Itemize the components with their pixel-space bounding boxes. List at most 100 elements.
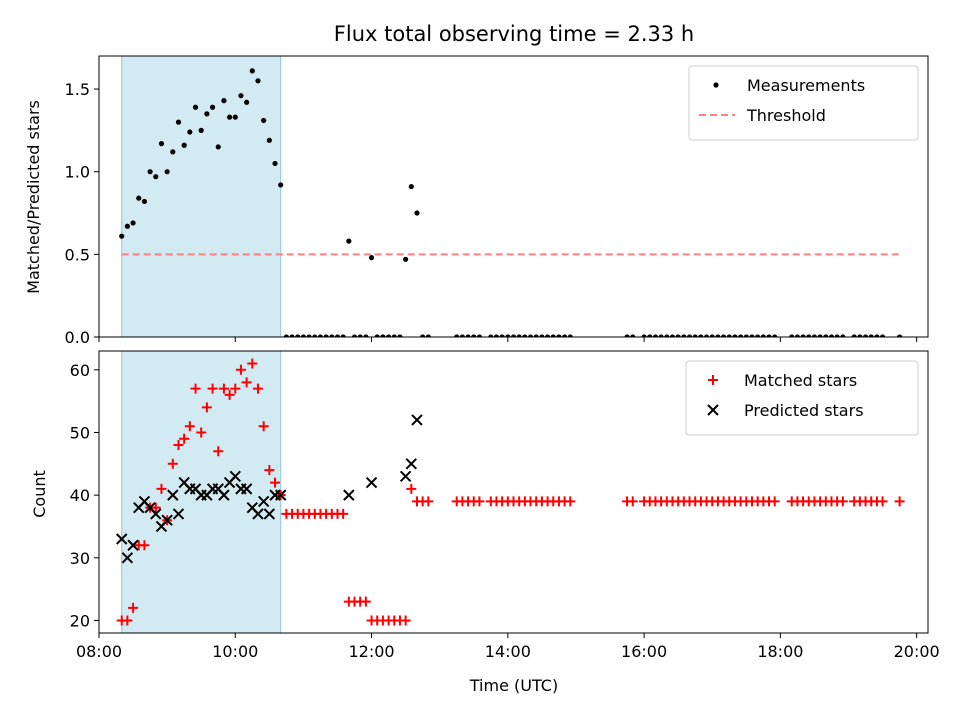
measurement-point [368, 255, 375, 261]
measurement-point [425, 334, 431, 337]
legend: Matched stars Predicted stars [685, 360, 919, 436]
measurement-point [420, 334, 426, 337]
matched-star-point [565, 496, 576, 507]
matched-star-point [360, 596, 371, 607]
predicted-star-point [150, 508, 162, 520]
y-tick-label: 50 [70, 423, 90, 442]
y-tick-label: 20 [70, 611, 90, 630]
data-marks [116, 358, 905, 626]
measurement-point [794, 334, 801, 337]
measurement-point [289, 334, 295, 337]
measurement-point [493, 334, 500, 337]
measurement-point [181, 142, 187, 148]
matched-star-point [400, 615, 411, 626]
y-tick-label: 1.0 [65, 163, 90, 182]
measurement-point [556, 334, 562, 337]
matched-star-point [474, 496, 485, 507]
measurement-point [669, 334, 676, 337]
measurement-point [488, 334, 494, 337]
measurement-point [187, 129, 193, 135]
matched-star-point [156, 483, 167, 494]
matched-star-point [213, 446, 224, 457]
measurement-point [244, 99, 250, 105]
measurement-point [811, 334, 818, 337]
matched-star-point [423, 496, 434, 507]
matched-star-point [122, 615, 133, 626]
measurement-point [175, 119, 182, 125]
measurement-point [539, 334, 545, 337]
measurement-point [828, 334, 835, 337]
matched-star-point [247, 358, 258, 369]
measurement-point [868, 334, 874, 337]
measurement-point [806, 334, 812, 337]
y-tick-label: 40 [70, 486, 90, 505]
measurement-point [732, 334, 738, 337]
measurement-point [136, 195, 142, 201]
measurement-point [658, 334, 664, 337]
matched-star-point [235, 364, 246, 375]
measurement-point [147, 169, 153, 175]
legend-x-marker [707, 404, 719, 416]
x-tick-label: 20:00 [894, 642, 940, 661]
measurement-point [476, 334, 483, 337]
measurement-point [862, 334, 869, 337]
predicted-star-point [172, 508, 185, 520]
measurement-point [533, 334, 539, 337]
measurement-point [278, 182, 284, 188]
matched-star-point [406, 483, 417, 494]
matched-star-point [224, 389, 235, 400]
predicted-star-point [167, 489, 179, 501]
measurement-point [226, 114, 233, 120]
measurement-point [198, 127, 204, 133]
measurement-point [221, 98, 227, 104]
measurement-point [897, 334, 903, 337]
matched-star-point [167, 458, 178, 469]
matched-star-point [184, 421, 195, 432]
measurement-point [170, 149, 176, 155]
measurement-point [312, 334, 318, 337]
y-tick-label: 30 [70, 549, 90, 568]
predicted-star-point [263, 508, 276, 520]
y-tick-label: 1.5 [65, 80, 90, 99]
measurement-point [192, 104, 199, 110]
matched-star-point [207, 383, 218, 394]
measurement-point [459, 334, 465, 337]
measurement-point [300, 334, 307, 337]
bottom-axes: 08:00 10:00 12:00 14:00 16:00 18:00 20:00 20 30 4… [30, 350, 940, 695]
axes-frame [98, 55, 929, 338]
measurement-point [709, 334, 715, 337]
x-axis-label: Time (UTC) [469, 676, 558, 695]
measurement-point [562, 334, 568, 337]
measurement-point [119, 233, 125, 239]
measurement-point [760, 334, 766, 337]
measurement-point [397, 334, 403, 337]
measurement-point [238, 93, 244, 99]
measurement-point [789, 334, 795, 337]
measurement-point [266, 137, 272, 143]
measurement-point [522, 334, 528, 337]
measurement-point [755, 334, 761, 337]
predicted-star-point [240, 483, 253, 495]
predicted-star-point [257, 495, 270, 508]
measurement-point [403, 256, 409, 262]
measurement-point [232, 114, 238, 120]
measurement-point [323, 334, 329, 337]
measurement-point [329, 334, 335, 337]
measurement-point [363, 334, 369, 337]
x-tick-label: 16:00 [621, 642, 667, 661]
measurement-point [124, 223, 130, 229]
legend-label: Threshold [746, 106, 826, 125]
matched-star-point [270, 477, 281, 488]
measurement-point [505, 334, 511, 337]
measurement-point [726, 334, 732, 337]
measurement-point [652, 334, 659, 337]
measurement-point [340, 334, 346, 337]
measurement-point [465, 334, 471, 337]
measurement-point [698, 334, 704, 337]
measurement-point [879, 334, 886, 337]
measurement-point [630, 334, 636, 337]
measurement-point [357, 334, 363, 337]
predicted-star-point [218, 489, 230, 501]
observing-window-span [121, 55, 282, 338]
measurement-point [664, 334, 670, 337]
